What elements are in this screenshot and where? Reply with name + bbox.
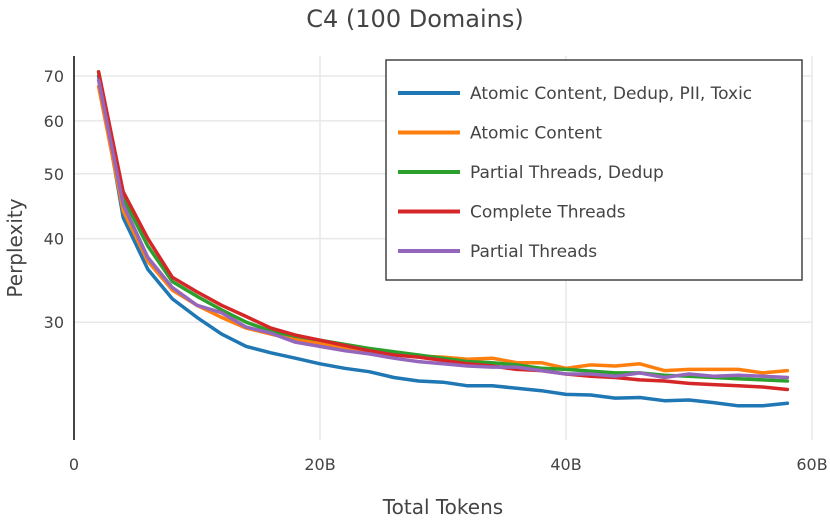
x-tick-label: 60B [796,455,827,474]
y-axis-title: Perplexity [3,198,27,297]
x-tick-label: 0 [69,455,79,474]
y-tick-label: 50 [44,165,64,184]
x-tick-label: 20B [304,455,335,474]
series-lines [96,70,790,408]
x-axis-title: Total Tokens [382,495,503,519]
y-tick-labels: 30 40 50 60 70 [44,67,64,332]
legend-label: Atomic Content, Dedup, PII, Toxic [470,84,752,104]
y-tick-label: 70 [44,67,64,86]
legend-label: Atomic Content [470,124,602,144]
legend-items: Atomic Content, Dedup, PII, Toxic Atomic … [398,84,752,262]
legend-label: Partial Threads, Dedup [470,163,664,183]
y-tick-label: 60 [44,112,64,131]
y-tick-label: 30 [44,313,64,332]
legend[interactable]: Atomic Content, Dedup, PII, Toxic Atomic … [385,59,803,281]
legend-label: Partial Threads [470,242,597,262]
chart-title: C4 (100 Domains) [306,5,523,33]
x-tick-labels: 0 20B 40B 60B [69,455,828,474]
x-tick-label: 40B [550,455,581,474]
legend-label: Complete Threads [470,203,626,223]
series-line [96,74,790,408]
y-tick-label: 40 [44,230,64,249]
series-line [96,78,790,380]
series-line [96,70,790,392]
